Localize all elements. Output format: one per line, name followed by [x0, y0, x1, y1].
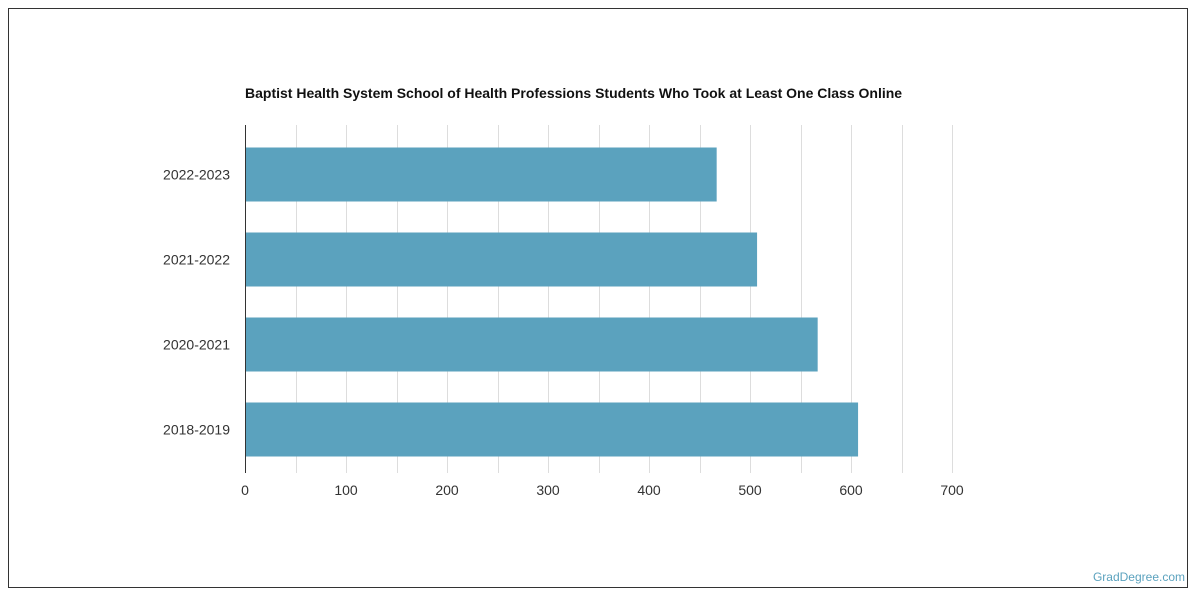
bar: [245, 147, 717, 202]
x-tick-label: 700: [940, 482, 964, 498]
x-tick-label: 0: [241, 482, 249, 498]
y-tick-label: 2020-2021: [163, 337, 230, 353]
bars: [245, 147, 859, 457]
x-tick-label: 400: [637, 482, 661, 498]
chart-frame: [8, 8, 1188, 588]
chart-title: Baptist Health System School of Health P…: [245, 85, 903, 101]
bar: [245, 232, 758, 287]
bar: [245, 317, 818, 372]
x-tick-label: 300: [536, 482, 560, 498]
tick-labels: 0 100 200 300 400 500 600 700 2022-2023 2021-2022…: [163, 167, 964, 499]
x-tick-label: 500: [738, 482, 762, 498]
x-tick-label: 100: [334, 482, 358, 498]
bar: [245, 402, 859, 457]
x-tick-label: 200: [435, 482, 459, 498]
watermark: GradDegree.com: [1092, 570, 1185, 584]
y-tick-label: 2021-2022: [163, 252, 230, 268]
x-tick-label: 600: [839, 482, 863, 498]
y-tick-label: 2022-2023: [163, 167, 230, 183]
y-tick-label: 2018-2019: [163, 422, 230, 438]
